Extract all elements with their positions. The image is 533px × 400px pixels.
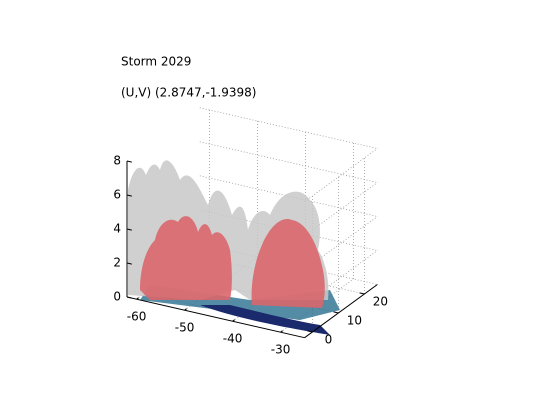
tick-mark <box>307 330 313 333</box>
z-tick-label: 2 <box>113 256 121 270</box>
isosurfaces <box>128 160 340 335</box>
axes-front: -60 -50 -40 -30 0 10 20 0 2 4 6 8 <box>113 154 388 357</box>
tick-mark <box>232 319 235 322</box>
z-tick-label: 4 <box>113 222 121 236</box>
tick-mark <box>126 296 132 299</box>
z-tick-label: 6 <box>113 188 121 202</box>
grid-line <box>199 107 378 149</box>
tick-mark <box>184 308 187 311</box>
tick-mark <box>359 292 365 295</box>
grid-line <box>199 141 378 183</box>
x-tick-label: -40 <box>223 332 243 346</box>
grid-line <box>199 175 378 217</box>
y-axis <box>304 284 378 339</box>
z-tick-label: 8 <box>113 154 121 168</box>
x-tick-label: -30 <box>271 343 291 357</box>
tick-mark <box>280 330 283 333</box>
grid-line <box>304 148 378 203</box>
tick-mark <box>126 160 132 163</box>
x-tick-label: -50 <box>175 321 195 335</box>
tick-mark <box>333 311 339 314</box>
x-axis <box>126 296 305 339</box>
tick-mark <box>126 262 132 265</box>
isosurface-red <box>251 219 325 308</box>
tick-mark <box>136 297 139 300</box>
y-tick-label: 20 <box>373 295 388 309</box>
y-tick-label: 0 <box>325 333 333 347</box>
tick-mark <box>126 194 132 197</box>
chart-title: Storm 2029 <box>121 55 191 69</box>
floor-contour <box>200 305 330 335</box>
z-tick-label: 0 <box>113 290 121 304</box>
y-tick-label: 10 <box>347 314 362 328</box>
x-tick-label: -60 <box>127 310 147 324</box>
tick-mark <box>126 228 132 231</box>
isosurface-red <box>140 216 232 300</box>
chart-subtitle: (U,V) (2.8747,-1.9398) <box>121 86 256 100</box>
